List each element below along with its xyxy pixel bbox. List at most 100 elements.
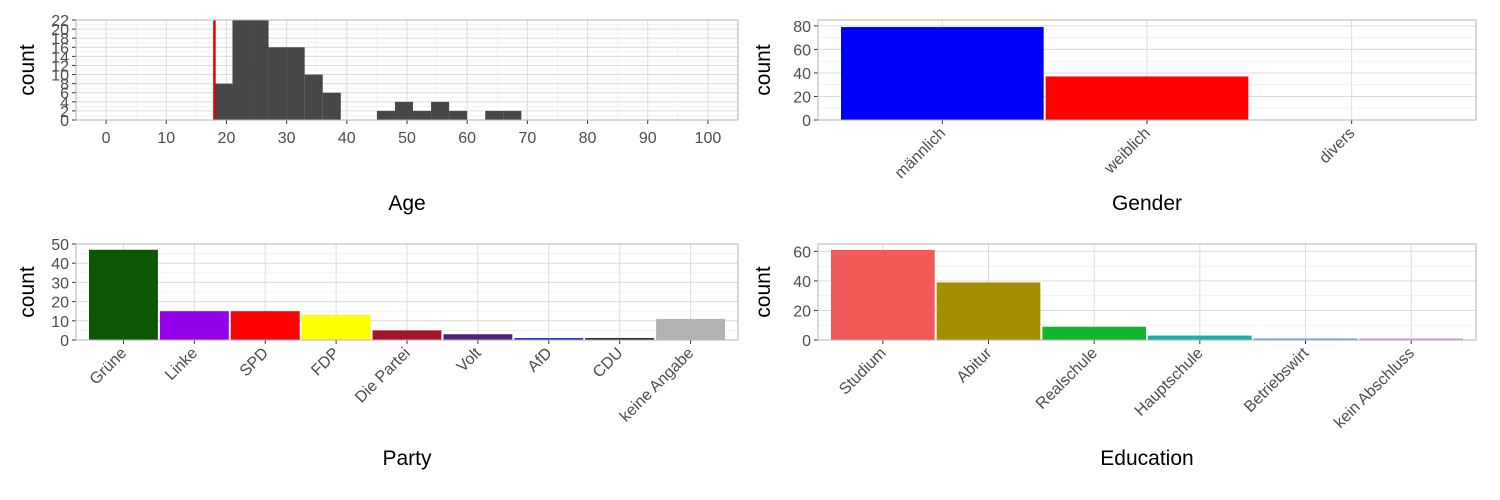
- x-tick-label: Linke: [162, 345, 201, 384]
- histogram-bar: [214, 83, 233, 120]
- chart-panel-4: 0 20 40 60 Studium Abitur Realschule Hauptschul…: [752, 243, 1477, 470]
- y-tick-label: 14: [51, 49, 69, 66]
- x-axis-title: Age: [388, 192, 425, 215]
- histogram-bar: [503, 110, 522, 120]
- bar-hauptschule: [1148, 335, 1252, 340]
- y-tick-label: 20: [793, 303, 811, 320]
- histogram-bar: [431, 101, 450, 120]
- x-tick-label: 0: [102, 130, 111, 147]
- x-tick-label: Hauptschule: [1132, 345, 1207, 420]
- bar-spd: [230, 311, 300, 340]
- y-axis-title: count: [752, 266, 775, 318]
- x-tick-label: Grüne: [87, 345, 131, 389]
- histogram-bar: [322, 92, 341, 120]
- y-tick-label: 4: [60, 95, 69, 112]
- x-tick-label: Studium: [836, 345, 890, 399]
- x-axis-title: Party: [382, 447, 432, 470]
- y-tick-label: 50: [51, 237, 69, 254]
- y-tick-label: 60: [793, 42, 811, 59]
- y-tick-label: 60: [793, 244, 811, 261]
- histogram-bar: [250, 20, 269, 120]
- y-tick-label: 20: [51, 295, 69, 312]
- y-tick-label: 80: [793, 19, 811, 36]
- y-tick-label: 12: [51, 58, 69, 75]
- y-tick-label: 10: [51, 314, 69, 331]
- histogram-bar: [449, 110, 468, 120]
- x-tick-label: Betriebswirt: [1241, 344, 1313, 416]
- y-tick-label: 30: [51, 275, 69, 292]
- histogram-bar: [376, 110, 395, 120]
- x-tick-label: AfD: [525, 345, 556, 376]
- x-tick-label: Die Partei: [352, 345, 414, 407]
- y-axis-title: count: [16, 44, 39, 96]
- panel-border: [817, 19, 1477, 121]
- y-tick-label: 8: [60, 77, 69, 94]
- histogram-bar: [232, 20, 251, 120]
- bar-grüne: [89, 249, 158, 340]
- y-tick-label: 6: [60, 86, 69, 103]
- y-tick-label: 10: [51, 68, 69, 85]
- histogram-bar: [304, 74, 323, 120]
- bar-volt: [443, 334, 513, 340]
- x-tick-label: 100: [695, 130, 722, 147]
- x-tick-label: divers: [1316, 125, 1358, 167]
- x-tick-label: 90: [639, 130, 657, 147]
- bar-realschule: [1042, 326, 1146, 340]
- y-tick-label: 16: [51, 40, 69, 57]
- x-tick-label: FDP: [308, 345, 343, 380]
- panel-border: [75, 19, 739, 121]
- y-tick-label: 40: [793, 66, 811, 83]
- y-tick-label: 0: [60, 333, 69, 350]
- x-tick-label: männlich: [892, 125, 949, 182]
- panel-border: [817, 243, 1477, 341]
- x-tick-label: SPD: [237, 345, 272, 380]
- x-tick-label: 30: [278, 130, 296, 147]
- bar-linke: [159, 311, 229, 340]
- y-tick-label: 2: [60, 104, 69, 121]
- x-axis-title: Education: [1100, 447, 1193, 470]
- bar-fdp: [301, 315, 371, 340]
- x-tick-label: 10: [157, 130, 175, 147]
- bar-abitur: [936, 282, 1041, 340]
- y-tick-label: 0: [802, 333, 811, 350]
- x-tick-label: weiblich: [1101, 125, 1154, 178]
- panel-border: [75, 243, 739, 341]
- bar-studium: [831, 249, 935, 340]
- y-tick-label: 18: [51, 31, 69, 48]
- x-tick-label: CDU: [590, 345, 627, 382]
- bar-die-partei: [372, 330, 442, 340]
- histogram-bar: [286, 47, 305, 120]
- y-tick-label: 0: [802, 113, 811, 130]
- bar-kein-abschluss: [1359, 338, 1463, 340]
- chart-panel-3: 0 10 20 30 40 50 Grüne Linke SPD FDP Die Partei Vol…: [16, 237, 739, 470]
- x-tick-label: 80: [579, 130, 597, 147]
- y-tick-label: 22: [51, 13, 69, 30]
- x-tick-label: Realschule: [1033, 345, 1101, 413]
- histogram-bar: [413, 110, 432, 120]
- bar-weiblich: [1045, 76, 1249, 120]
- x-tick-label: 40: [338, 130, 356, 147]
- y-tick-label: 20: [51, 22, 69, 39]
- bar-keine-angabe: [656, 318, 725, 340]
- x-tick-label: 20: [218, 130, 236, 147]
- y-axis-title: count: [752, 44, 775, 96]
- bar-afd: [514, 338, 584, 340]
- y-tick-label: 0: [60, 113, 69, 130]
- y-tick-label: 40: [51, 256, 69, 273]
- histogram-bar: [485, 110, 504, 120]
- x-tick-label: 50: [398, 130, 416, 147]
- histogram-bar: [268, 47, 287, 120]
- x-tick-label: 70: [518, 130, 536, 147]
- x-axis-title: Gender: [1112, 192, 1182, 215]
- x-tick-label: Volt: [454, 344, 485, 375]
- bar-cdu: [585, 338, 655, 340]
- x-tick-label: keine Angabe: [617, 345, 698, 426]
- bar-männlich: [841, 27, 1044, 120]
- y-tick-label: 40: [793, 274, 811, 291]
- x-tick-label: Abitur: [954, 344, 996, 386]
- y-axis-title: count: [16, 266, 39, 318]
- x-tick-label: 60: [458, 130, 476, 147]
- x-tick-label: kein Abschluss: [1331, 345, 1418, 432]
